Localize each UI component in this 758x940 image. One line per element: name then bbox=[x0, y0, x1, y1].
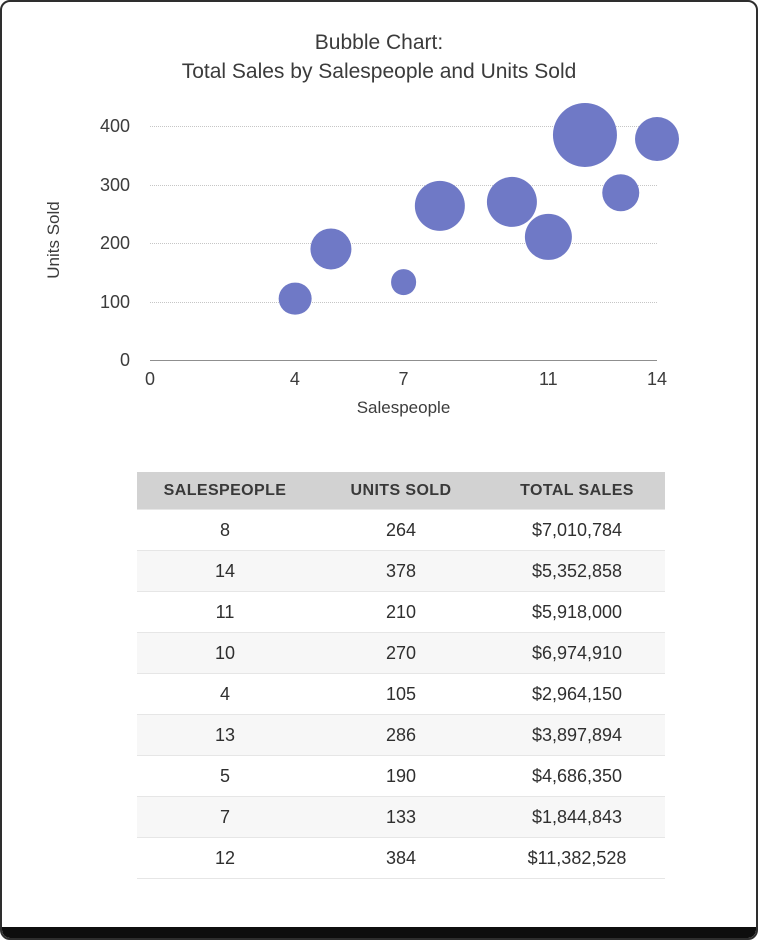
table-cell: $5,918,000 bbox=[489, 591, 665, 633]
table-cell: $5,352,858 bbox=[489, 550, 665, 592]
table-row: 4 105 $2,964,150 bbox=[137, 673, 665, 715]
table-row: 12 384 $11,382,528 bbox=[137, 837, 665, 879]
x-tick-label: 4 bbox=[289, 369, 300, 389]
bubble bbox=[487, 176, 538, 228]
bubble bbox=[552, 103, 617, 168]
bubble bbox=[278, 282, 312, 315]
y-tick-label: 200 bbox=[99, 233, 130, 253]
data-table: SALESPEOPLE UNITS SOLD TOTAL SALES 8 264 $7,… bbox=[137, 472, 665, 879]
table-header-cell: UNITS SOLD bbox=[313, 472, 489, 510]
table-cell: 5 bbox=[137, 755, 313, 797]
table-cell: 270 bbox=[313, 632, 489, 674]
table-cell: 190 bbox=[313, 755, 489, 797]
table-cell: 4 bbox=[137, 673, 313, 715]
table-cell: 264 bbox=[313, 509, 489, 551]
table-row: 7 133 $1,844,843 bbox=[137, 796, 665, 838]
table-cell: 133 bbox=[313, 796, 489, 838]
bubble bbox=[414, 180, 465, 231]
table-header-cell: TOTAL SALES bbox=[489, 472, 665, 510]
x-tick-label: 11 bbox=[539, 369, 558, 389]
table-row: 13 286 $3,897,894 bbox=[137, 714, 665, 756]
table-cell: 286 bbox=[313, 714, 489, 756]
table-row: 8 264 $7,010,784 bbox=[137, 509, 665, 551]
table-header-row: SALESPEOPLE UNITS SOLD TOTAL SALES bbox=[137, 472, 665, 510]
chart-title: Bubble Chart: Total Sales by Salespeople… bbox=[2, 28, 756, 86]
bubble bbox=[310, 228, 352, 270]
x-tick-label: 14 bbox=[646, 369, 668, 389]
table-cell: 10 bbox=[137, 632, 313, 674]
x-tick-label: 0 bbox=[144, 369, 156, 389]
table-cell: $4,686,350 bbox=[489, 755, 665, 797]
table-cell: 384 bbox=[313, 837, 489, 879]
bubble bbox=[635, 116, 679, 161]
table-cell: 8 bbox=[137, 509, 313, 551]
table-row: 5 190 $4,686,350 bbox=[137, 755, 665, 797]
chart-title-line2: Total Sales by Salespeople and Units Sol… bbox=[181, 60, 577, 83]
table-cell: $2,964,150 bbox=[489, 673, 665, 715]
table-row: 11 210 $5,918,000 bbox=[137, 591, 665, 633]
table-cell: 13 bbox=[137, 714, 313, 756]
table-body: 8 264 $7,010,784 14 378 $5,352,858 11 210 $5,918… bbox=[137, 509, 665, 879]
table-cell: 12 bbox=[137, 837, 313, 879]
x-axis-title: Salespeople bbox=[356, 398, 451, 417]
table-cell: $7,010,784 bbox=[489, 509, 665, 551]
gridline bbox=[150, 126, 657, 127]
table-row: 14 378 $5,352,858 bbox=[137, 550, 665, 592]
y-tick-label: 100 bbox=[99, 291, 130, 312]
table-row: 10 270 $6,974,910 bbox=[137, 632, 665, 674]
gridline bbox=[150, 184, 657, 186]
table-cell: 7 bbox=[137, 796, 313, 838]
y-tick-label: 400 bbox=[99, 116, 130, 136]
table-cell: 210 bbox=[313, 591, 489, 633]
chart-title-line1: Bubble Chart: bbox=[314, 31, 444, 54]
x-tick-label: 7 bbox=[398, 369, 409, 389]
table-cell: $6,974,910 bbox=[489, 632, 665, 674]
y-tick-label: 0 bbox=[119, 350, 130, 370]
window-bottom-edge bbox=[2, 927, 756, 938]
gridline bbox=[150, 301, 657, 303]
table-cell: $3,897,894 bbox=[489, 714, 665, 756]
plot-area bbox=[150, 103, 679, 361]
table-cell: 105 bbox=[313, 673, 489, 715]
table-cell: 14 bbox=[137, 550, 313, 592]
bubble bbox=[525, 214, 572, 261]
y-tick-label: 300 bbox=[99, 174, 130, 195]
table-cell: 11 bbox=[137, 591, 313, 633]
table-header-cell: SALESPEOPLE bbox=[137, 472, 313, 510]
gridline bbox=[150, 243, 657, 244]
y-axis-tick-labels: 0 100 200 300 400 bbox=[2, 2, 132, 938]
table-cell: 378 bbox=[313, 550, 489, 592]
bubble bbox=[390, 269, 417, 296]
bubble bbox=[602, 173, 640, 212]
table-cell: $1,844,843 bbox=[489, 796, 665, 838]
table-cell: $11,382,528 bbox=[489, 837, 665, 879]
